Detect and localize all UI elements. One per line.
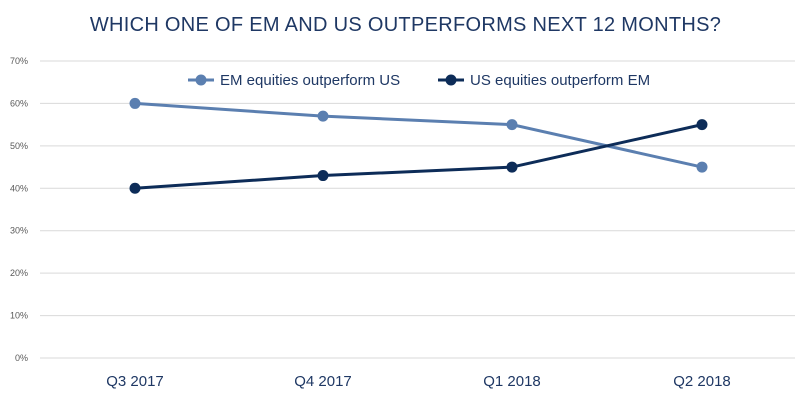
y-tick-label: 30% — [10, 226, 28, 236]
y-tick-label: 0% — [15, 353, 28, 363]
data-point — [696, 161, 708, 173]
chart-title: WHICH ONE OF EM AND US OUTPERFORMS NEXT … — [89, 14, 722, 36]
y-tick-label: 40% — [10, 183, 28, 193]
x-tick-label: Q3 2017 — [106, 373, 164, 390]
data-point — [317, 110, 329, 122]
y-tick-label: 20% — [10, 268, 28, 278]
series-line — [134, 101, 703, 169]
data-point — [506, 161, 518, 173]
data-point — [506, 119, 518, 131]
y-tick-label: 60% — [10, 98, 28, 108]
data-point — [317, 170, 329, 182]
data-point — [129, 182, 141, 194]
y-tick-label: 70% — [10, 56, 28, 66]
data-point — [696, 119, 708, 131]
x-tick-label: Q1 2018 — [483, 373, 541, 390]
legend-marker — [195, 74, 207, 86]
legend-marker — [445, 74, 457, 86]
x-tick-label: Q2 2018 — [673, 373, 731, 390]
data-point — [129, 97, 141, 109]
legend-label: US equities outperform EM — [470, 72, 650, 89]
y-tick-label: 10% — [10, 311, 28, 321]
legend-label: EM equities outperform US — [220, 72, 400, 89]
x-tick-label: Q4 2017 — [294, 373, 352, 390]
series-line — [134, 123, 703, 190]
y-tick-label: 50% — [10, 141, 28, 151]
